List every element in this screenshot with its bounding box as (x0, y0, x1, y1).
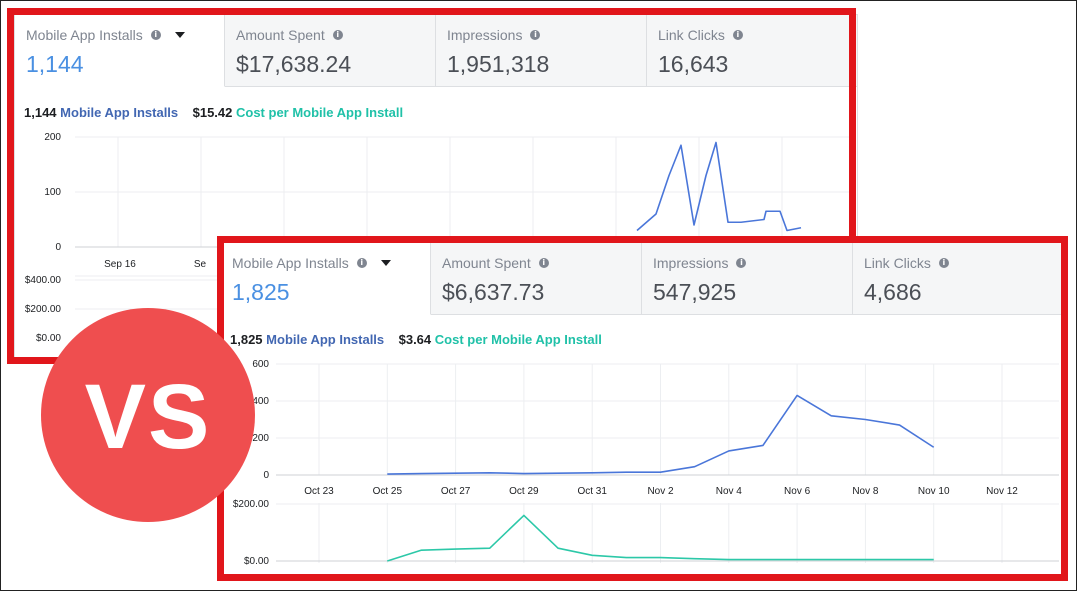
cost-tick-label: $200.00 (25, 304, 62, 315)
info-icon[interactable]: i (332, 30, 343, 40)
cost-series-line (387, 514, 934, 562)
after-tab-impressions[interactable]: Impressions i 547,925 (642, 243, 853, 315)
before-summary: 1,144 Mobile App Installs $15.42 Cost pe… (24, 105, 403, 120)
installs-series-line (636, 141, 802, 232)
x-tick-label: Nov 8 (852, 486, 879, 497)
x-tick-label: Sep 16 (104, 259, 136, 270)
tab-value: 1,951,318 (447, 51, 550, 77)
x-tick-label: Nov 12 (986, 486, 1018, 497)
summary-cost: $3.64 (398, 332, 432, 347)
y-tick-label: 400 (252, 396, 269, 407)
tab-label: Mobile App Installs (232, 255, 349, 271)
tab-label: Link Clicks (658, 27, 725, 43)
x-tick-label: Oct 29 (509, 486, 539, 497)
cost-tick-label: $400.00 (25, 275, 62, 286)
info-icon[interactable]: i (732, 30, 743, 40)
tab-label: Mobile App Installs (26, 27, 143, 43)
tab-label: Amount Spent (442, 255, 531, 271)
x-tick-label: Nov 6 (784, 486, 811, 497)
info-icon[interactable]: i (538, 258, 549, 268)
summary-cost-label: Cost per Mobile App Install (434, 332, 602, 347)
x-tick-label: Nov 2 (647, 486, 674, 497)
info-icon[interactable]: i (736, 258, 747, 268)
x-tick-label: Oct 25 (373, 486, 403, 497)
caret-down-icon[interactable] (380, 260, 391, 266)
x-tick-label: Oct 27 (441, 486, 471, 497)
before-tab-amount-spent[interactable]: Amount Spent i $17,638.24 (225, 15, 436, 87)
y-tick-label: 600 (252, 359, 269, 370)
y-tick-label: 0 (263, 470, 269, 481)
after-metric-tabs: Mobile App Installs i 1,825 Amount Spent i… (221, 243, 1062, 315)
summary-count-label: Mobile App Installs (266, 332, 385, 347)
x-tick-label: Oct 31 (577, 486, 607, 497)
x-tick-label: Nov 4 (716, 486, 743, 497)
x-tick-label: Se (194, 259, 207, 270)
cost-tick-label: $200.00 (233, 499, 270, 510)
info-icon[interactable]: i (938, 258, 949, 268)
after-dashboard-panel: Mobile App Installs i 1,825 Amount Spent i… (220, 242, 1063, 575)
before-tab-link-clicks[interactable]: Link Clicks i 16,643 (647, 15, 857, 87)
vs-label: VS (84, 365, 212, 468)
tab-label: Amount Spent (236, 27, 325, 43)
x-tick-label: Oct 23 (304, 486, 334, 497)
summary-cost: $15.42 (192, 105, 233, 120)
summary-count-label: Mobile App Installs (60, 105, 179, 120)
info-icon[interactable]: i (356, 258, 367, 268)
after-installs-chart: 600 400 200 0 Oct 23 Oct 25 Oct 27 Oct 29 Oct 31… (233, 359, 1059, 567)
tab-label: Link Clicks (864, 255, 931, 271)
info-icon[interactable]: i (150, 30, 161, 40)
caret-down-icon[interactable] (174, 32, 185, 38)
before-tab-impressions[interactable]: Impressions i 1,951,318 (436, 15, 647, 87)
tab-label: Impressions (653, 255, 729, 271)
before-tab-installs[interactable]: Mobile App Installs i 1,144 (15, 15, 225, 87)
before-metric-tabs: Mobile App Installs i 1,144 Amount Spent i… (15, 15, 857, 87)
installs-series-line (387, 394, 935, 475)
tab-value: 1,825 (232, 279, 290, 305)
summary-count: 1,825 (230, 332, 263, 347)
summary-cost-label: Cost per Mobile App Install (236, 105, 404, 120)
y-tick-label: 200 (44, 132, 61, 143)
y-tick-label: 200 (252, 433, 269, 444)
after-tab-amount-spent[interactable]: Amount Spent i $6,637.73 (431, 243, 642, 315)
after-tab-link-clicks[interactable]: Link Clicks i 4,686 (853, 243, 1062, 315)
vs-badge: VS (41, 308, 255, 522)
summary-count: 1,144 (24, 105, 57, 120)
cost-tick-label: $0.00 (244, 556, 269, 567)
tab-value: 1,144 (26, 51, 84, 77)
tab-value: 16,643 (658, 51, 729, 77)
info-icon[interactable]: i (530, 30, 541, 40)
y-tick-label: 0 (55, 242, 61, 253)
after-summary: 1,825 Mobile App Installs $3.64 Cost per… (230, 332, 602, 347)
after-tab-installs[interactable]: Mobile App Installs i 1,825 (221, 243, 431, 315)
tab-value: 4,686 (864, 279, 922, 305)
tab-label: Impressions (447, 27, 523, 43)
cost-tick-label: $0.00 (36, 333, 61, 344)
tab-value: 547,925 (653, 279, 737, 305)
tab-value: $17,638.24 (236, 51, 352, 77)
x-tick-label: Nov 10 (918, 486, 950, 497)
y-tick-label: 100 (44, 187, 61, 198)
tab-value: $6,637.73 (442, 279, 545, 305)
